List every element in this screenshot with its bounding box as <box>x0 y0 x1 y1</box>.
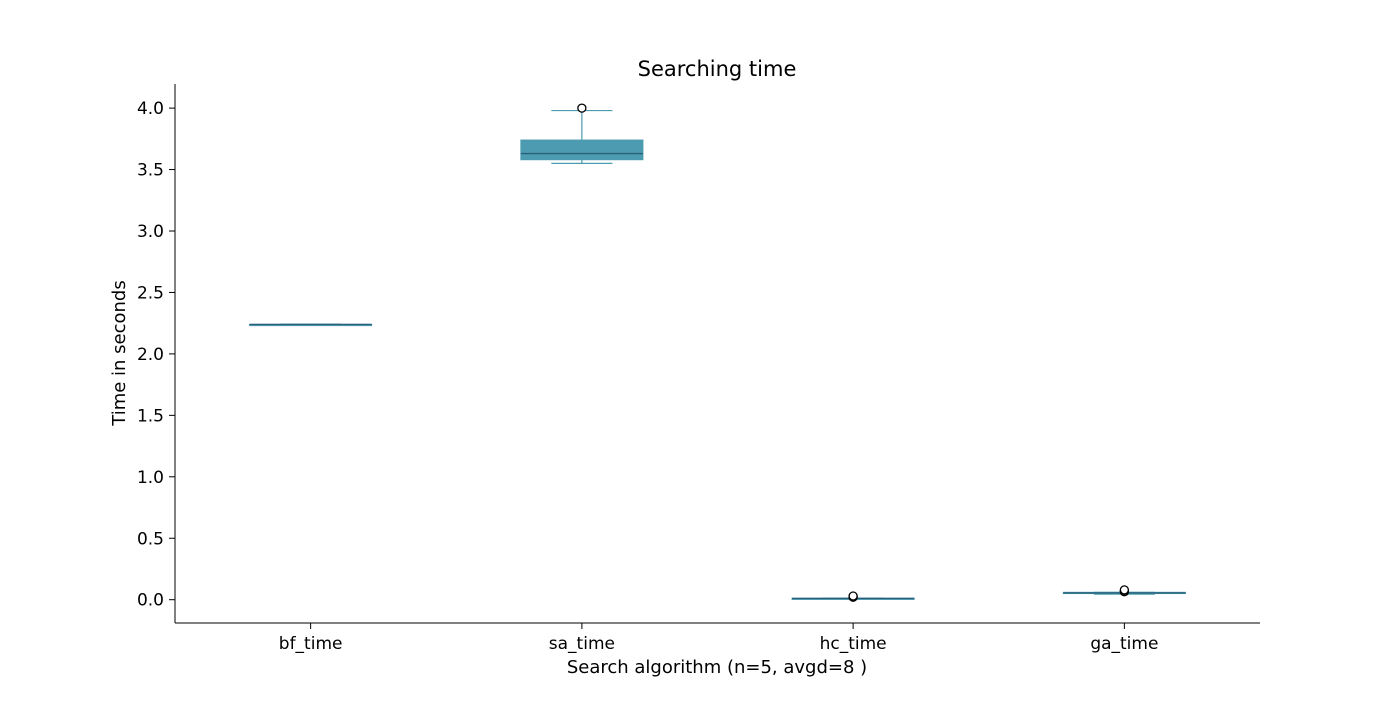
x-tick-label: hc_time <box>820 634 887 654</box>
boxes-layer <box>249 103 1186 602</box>
box-ga_time <box>1062 585 1186 597</box>
x-tick-label: sa_time <box>549 634 615 654</box>
y-axis-label: Time in seconds <box>109 280 130 426</box>
y-tick-label: 0.5 <box>137 529 164 549</box>
y-tick-label: 2.0 <box>137 345 164 365</box>
axes: 0.0 0.5 1.0 1.5 2.0 2.5 3.0 3.5 4.0 bf_time sa_tim… <box>137 84 1260 654</box>
x-axis-label: Search algorithm (n=5, avgd=8 ) <box>567 657 867 678</box>
y-tick-label: 3.5 <box>137 161 164 181</box>
outlier-point <box>577 103 587 113</box>
box-bf_time <box>249 323 373 327</box>
box-sa_time <box>520 103 644 165</box>
y-tick-label: 1.0 <box>137 468 164 488</box>
outlier-point <box>848 591 858 601</box>
y-tick-label: 4.0 <box>137 99 164 119</box>
outlier-point <box>1119 585 1130 595</box>
box-hc_time <box>791 591 915 602</box>
x-tick-label: ga_time <box>1090 634 1158 654</box>
chart-title: Searching time <box>638 57 797 81</box>
y-tick-label: 1.5 <box>137 406 164 426</box>
y-tick-label: 3.0 <box>137 222 164 242</box>
x-tick-label: bf_time <box>279 634 343 654</box>
y-tick-label: 0.0 <box>137 591 164 611</box>
y-tick-label: 2.5 <box>137 283 164 303</box>
box-iqr <box>520 139 644 161</box>
